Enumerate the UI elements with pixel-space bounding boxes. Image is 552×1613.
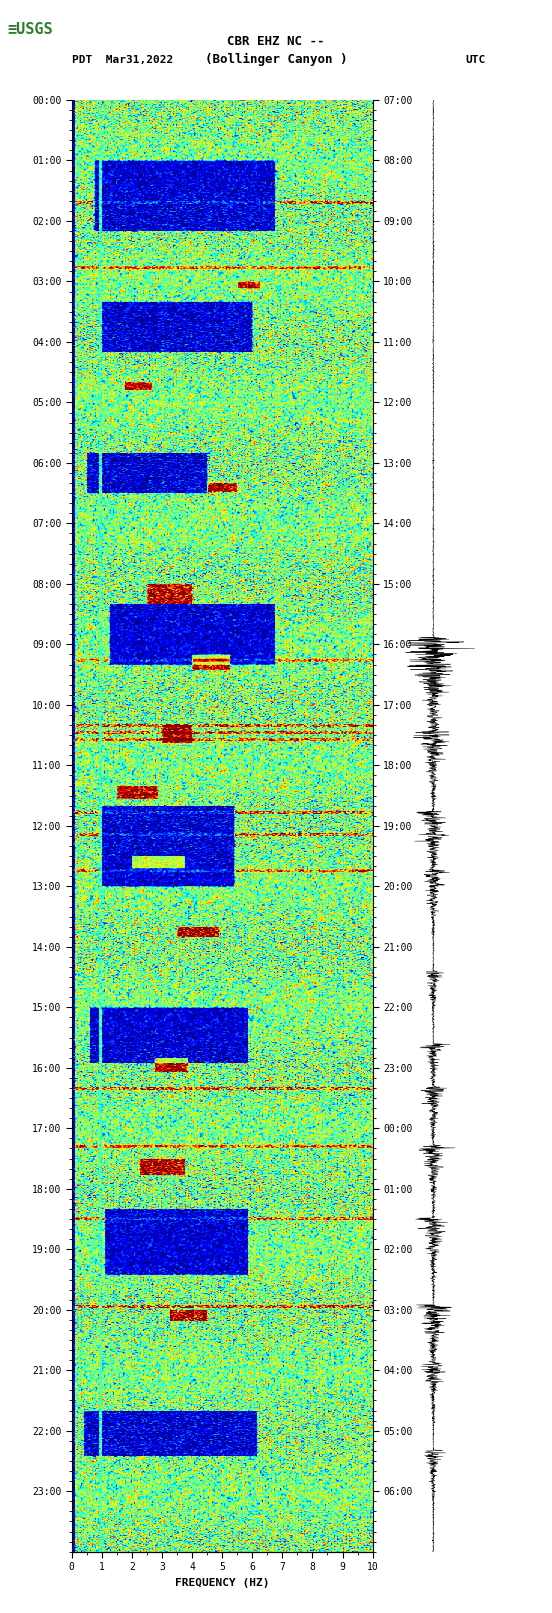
X-axis label: FREQUENCY (HZ): FREQUENCY (HZ): [175, 1578, 269, 1587]
Text: CBR EHZ NC --: CBR EHZ NC --: [227, 35, 325, 48]
Text: (Bollinger Canyon ): (Bollinger Canyon ): [205, 53, 347, 66]
Text: PDT  Mar31,2022: PDT Mar31,2022: [72, 55, 173, 65]
Text: ≡USGS: ≡USGS: [8, 23, 53, 37]
Text: UTC: UTC: [465, 55, 486, 65]
